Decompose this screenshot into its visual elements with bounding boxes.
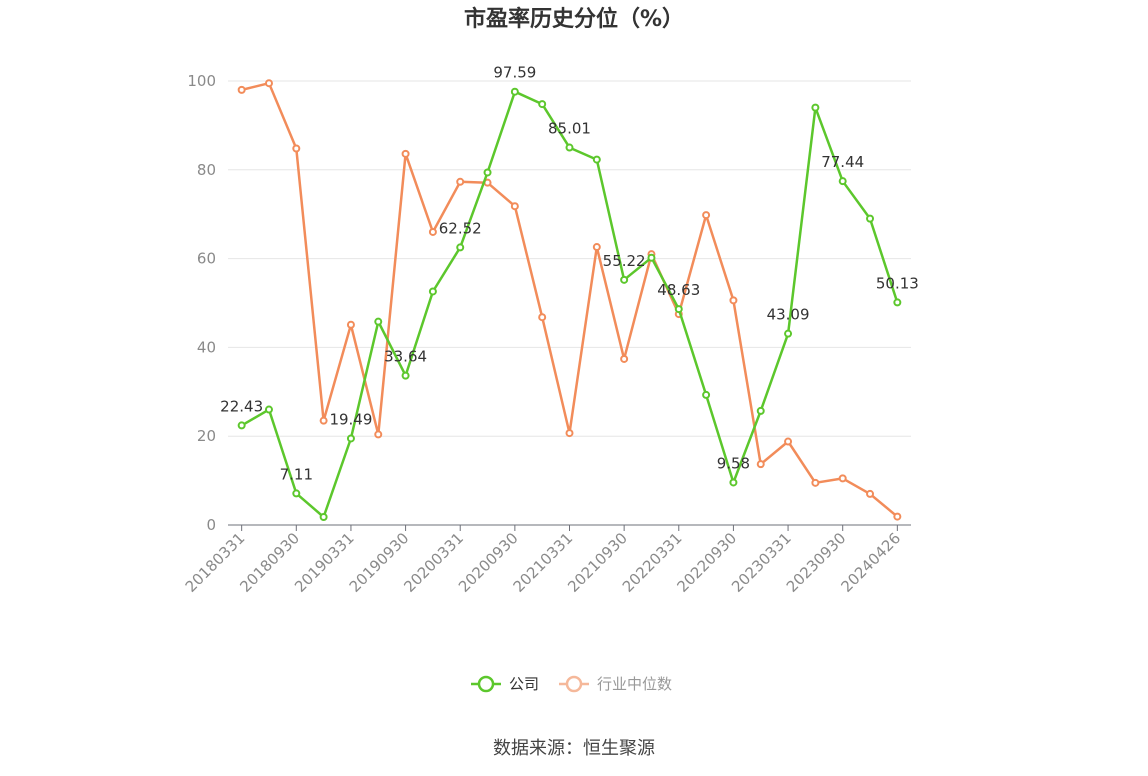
legend-label: 行业中位数 (597, 675, 672, 693)
series-layer (237, 79, 902, 522)
data-point (893, 512, 902, 521)
y-tick-label: 80 (197, 161, 216, 179)
data-label: 22.43 (220, 397, 263, 415)
data-point (319, 513, 328, 522)
data-point (374, 430, 383, 439)
legend-marker-icon (565, 675, 583, 693)
data-point (538, 100, 547, 109)
data-point (592, 243, 601, 252)
data-point (428, 287, 437, 296)
data-point (319, 416, 328, 425)
data-label: 33.64 (384, 348, 427, 366)
data-point (565, 429, 574, 438)
data-point (729, 296, 738, 305)
data-source: 数据来源：恒生聚源 (493, 738, 655, 759)
data-point (756, 406, 765, 415)
data-point (756, 460, 765, 469)
data-point (866, 489, 875, 498)
data-point (565, 143, 574, 152)
data-label: 85.01 (548, 120, 591, 138)
chart-title: 市盈率历史分位（%） (464, 6, 684, 32)
data-point (784, 329, 793, 338)
legend-label: 公司 (509, 675, 539, 693)
data-point (647, 253, 656, 262)
data-point (510, 202, 519, 211)
y-axis: 0 20 40 60 80 100 (187, 72, 216, 534)
legend: 公司 行业中位数 (471, 675, 672, 693)
data-label: 48.63 (657, 281, 700, 299)
data-label: 55.22 (603, 252, 646, 270)
y-tick-label: 0 (206, 516, 216, 534)
data-label: 9.58 (717, 454, 750, 472)
data-point (702, 390, 711, 399)
data-point (264, 405, 273, 414)
data-label: 77.44 (821, 153, 864, 171)
x-axis: 2018033120180930201903312019093020200331… (182, 524, 911, 596)
data-point (729, 478, 738, 487)
data-point (510, 87, 519, 96)
data-point (811, 478, 820, 487)
data-point (428, 227, 437, 236)
data-point (784, 437, 793, 446)
series-line (241, 90, 899, 519)
data-point (838, 177, 847, 186)
series-company (237, 87, 902, 522)
data-point (456, 177, 465, 186)
data-point (620, 354, 629, 363)
data-point (346, 434, 355, 443)
data-label: 62.52 (439, 219, 482, 237)
data-labels: 22.43 7.11 19.49 33.64 62.52 97.59 85.01 55.22 4… (220, 64, 919, 484)
y-tick-label: 20 (197, 427, 216, 445)
legend-item-industry-median[interactable]: 行业中位数 (559, 675, 672, 693)
legend-item-company[interactable]: 公司 (471, 675, 539, 693)
data-label: 19.49 (329, 410, 372, 428)
legend-marker-icon (477, 675, 495, 693)
data-point (674, 305, 683, 314)
data-point (702, 211, 711, 220)
grid (228, 80, 911, 437)
data-point (374, 317, 383, 326)
data-label: 97.59 (493, 64, 536, 82)
data-point (237, 85, 246, 94)
data-point (292, 144, 301, 153)
data-point (866, 214, 875, 223)
data-point (838, 474, 847, 483)
y-tick-label: 40 (197, 338, 216, 356)
data-point (893, 298, 902, 307)
y-tick-label: 100 (187, 72, 216, 90)
data-point (346, 320, 355, 329)
data-point (592, 155, 601, 164)
data-label: 43.09 (767, 306, 810, 324)
data-point (811, 103, 820, 112)
x-tick-label: 20240426 (837, 529, 904, 596)
data-point (264, 79, 273, 88)
data-point (237, 421, 246, 430)
series-industry-median (237, 79, 902, 521)
data-point (401, 371, 410, 380)
data-label: 50.13 (876, 274, 919, 292)
data-point (620, 275, 629, 284)
data-point (401, 149, 410, 158)
y-tick-label: 60 (197, 250, 216, 268)
data-point (483, 168, 492, 177)
data-point (538, 313, 547, 322)
data-point (456, 243, 465, 252)
data-point (292, 489, 301, 498)
data-label: 7.11 (280, 465, 313, 483)
